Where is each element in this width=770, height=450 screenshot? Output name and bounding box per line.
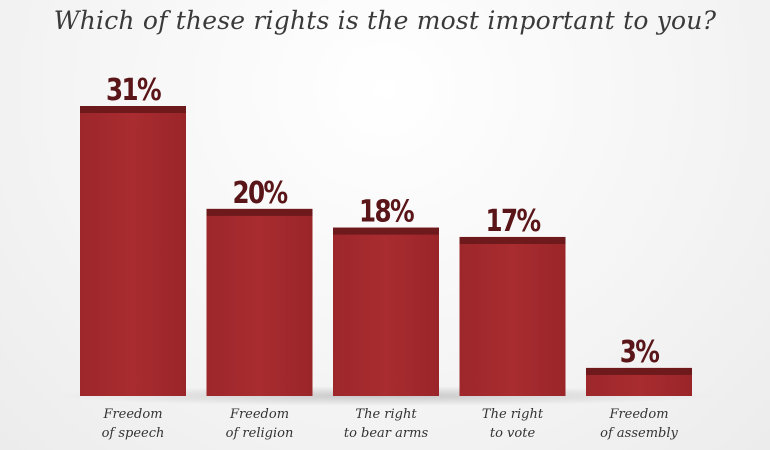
- bar-3: [459, 236, 566, 396]
- bar-1: [206, 208, 313, 396]
- bar-2: [333, 227, 439, 396]
- category-label-1: Freedom of religion: [226, 407, 294, 441]
- category-label-4: Freedom of assembly: [600, 407, 678, 441]
- category-label-0: Freedom of speech: [102, 407, 165, 441]
- value-label-2: 18%: [359, 195, 414, 229]
- value-label-4: 3%: [620, 336, 660, 370]
- bar-0: [80, 106, 186, 396]
- bar-cap-4: [586, 367, 692, 375]
- bar-cap-3: [459, 236, 566, 244]
- bar-cap-2: [333, 227, 439, 235]
- chart-title: Which of these rights is the most import…: [53, 6, 717, 35]
- bar-cap-0: [80, 106, 186, 113]
- value-label-3: 17%: [486, 205, 541, 239]
- value-label-0: 31%: [106, 74, 161, 108]
- value-label-1: 20%: [233, 177, 288, 211]
- bar-cap-1: [206, 208, 313, 216]
- category-label-3: The right to vote: [482, 407, 544, 441]
- category-label-2: The right to bear arms: [344, 407, 429, 441]
